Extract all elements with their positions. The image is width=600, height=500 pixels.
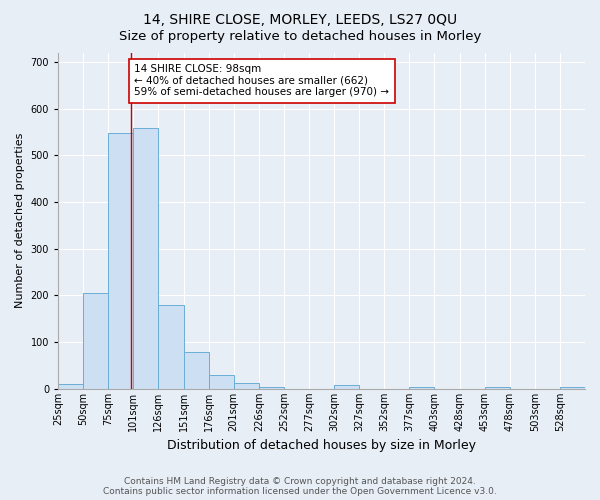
Text: Size of property relative to detached houses in Morley: Size of property relative to detached ho… [119,30,481,43]
Text: 14, SHIRE CLOSE, MORLEY, LEEDS, LS27 0QU: 14, SHIRE CLOSE, MORLEY, LEEDS, LS27 0QU [143,12,457,26]
Bar [334,385,359,389]
Bar [184,352,209,389]
Bar [259,386,284,389]
Bar [133,128,158,389]
Bar [158,305,184,389]
Text: Contains HM Land Registry data © Crown copyright and database right 2024.
Contai: Contains HM Land Registry data © Crown c… [103,476,497,496]
Text: 14 SHIRE CLOSE: 98sqm
← 40% of detached houses are smaller (662)
59% of semi-det: 14 SHIRE CLOSE: 98sqm ← 40% of detached … [134,64,389,98]
Bar [83,293,108,389]
Bar [108,133,133,389]
Bar [485,388,510,389]
Y-axis label: Number of detached properties: Number of detached properties [15,133,25,308]
Bar [209,375,234,389]
Bar [560,388,585,389]
Bar [58,384,83,389]
Bar [409,386,434,389]
Bar [234,384,259,389]
X-axis label: Distribution of detached houses by size in Morley: Distribution of detached houses by size … [167,440,476,452]
